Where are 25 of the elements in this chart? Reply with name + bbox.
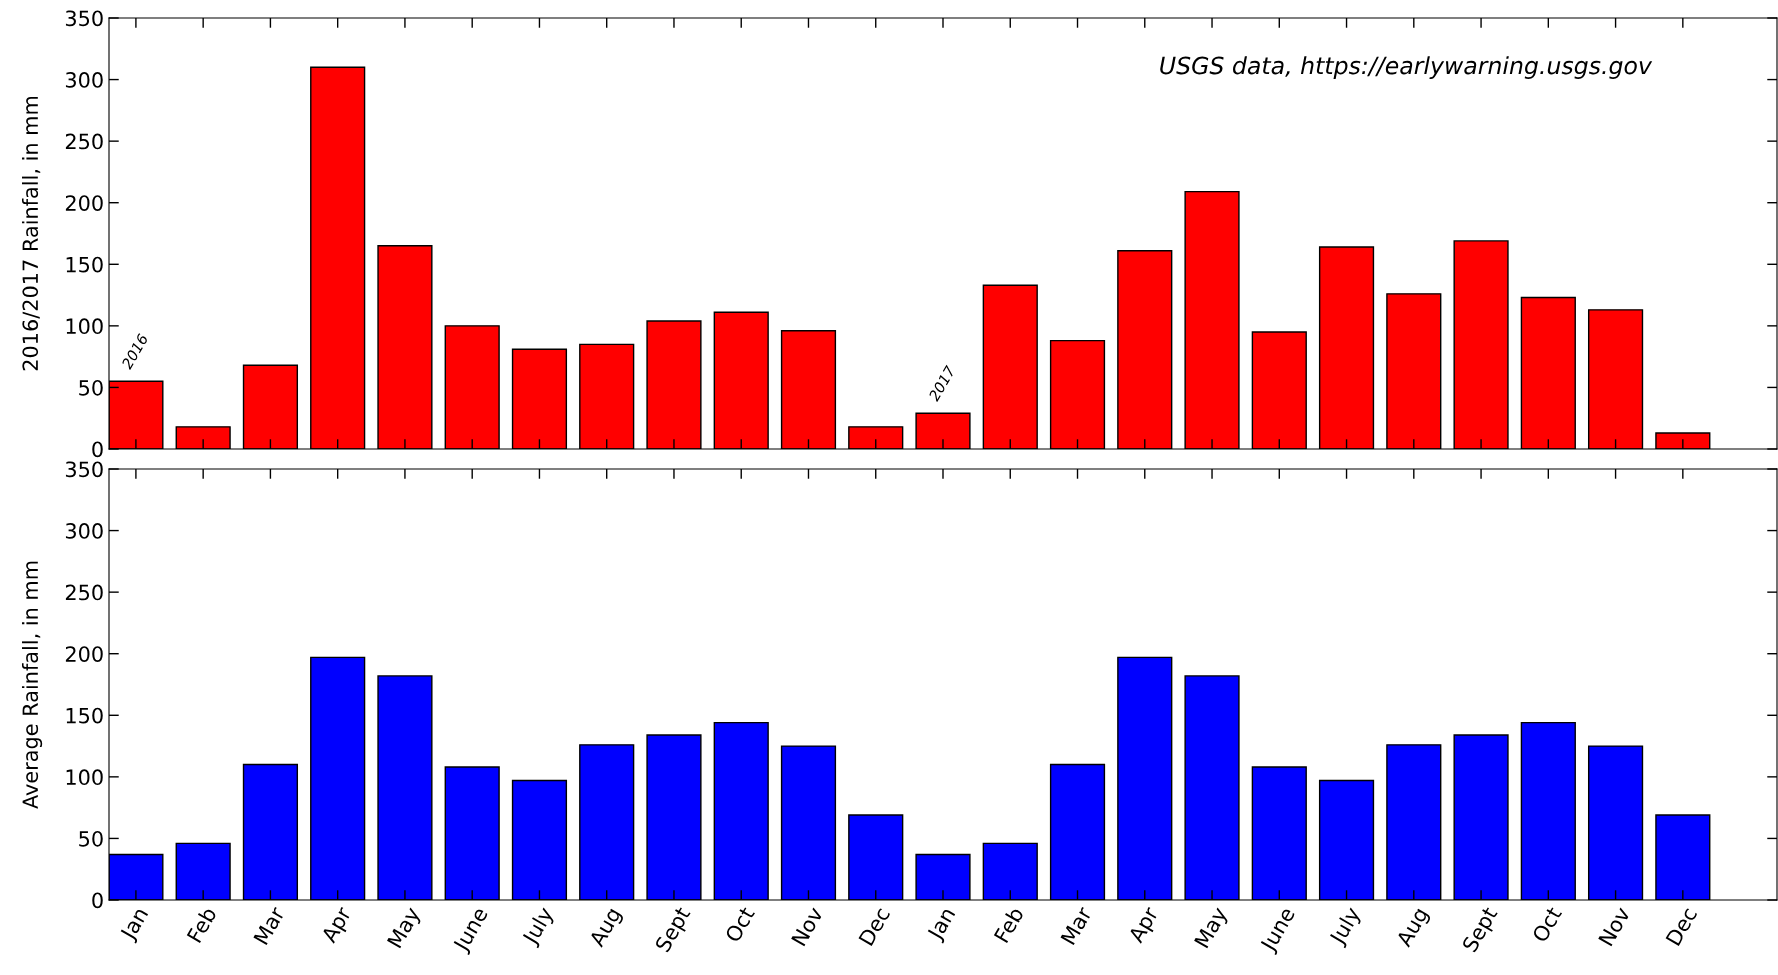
y-tick-label: 50 (79, 379, 103, 396)
y-tick-label: 100 (66, 318, 103, 335)
y-tick-label: 0 (92, 892, 103, 909)
x-tick-label: Feb (186, 905, 218, 944)
y-tick-label: 50 (79, 830, 103, 847)
y-tick-label: 0 (92, 441, 103, 458)
y-tick-label: 150 (66, 707, 103, 724)
y-tick-label: 200 (65, 195, 103, 211)
x-tick-label: Jan (119, 906, 152, 944)
x-tick-label: Oct (1531, 905, 1563, 944)
y-tick-label: 250 (65, 133, 103, 150)
y-axis-title: 2016/2017 Rainfall, in mm (21, 96, 41, 371)
y-tick-label: 300 (65, 72, 103, 88)
y-tick-label: 350 (65, 10, 103, 27)
y-tick-label: 200 (65, 646, 103, 662)
y-axis-title: Average Rainfall, in mm (21, 561, 43, 809)
x-tick-label: Oct (724, 905, 756, 944)
annotation: USGS data, https://earlywarning.usgs.gov (1160, 56, 1653, 79)
y-tick-label: 150 (66, 256, 103, 273)
x-tick-label: Feb (993, 905, 1025, 944)
y-tick-label: 300 (65, 523, 103, 539)
y-tick-label: 350 (65, 461, 103, 478)
y-tick-label: 250 (65, 584, 103, 601)
x-tick-label: Jan (926, 906, 959, 944)
y-tick-label: 100 (66, 769, 103, 786)
